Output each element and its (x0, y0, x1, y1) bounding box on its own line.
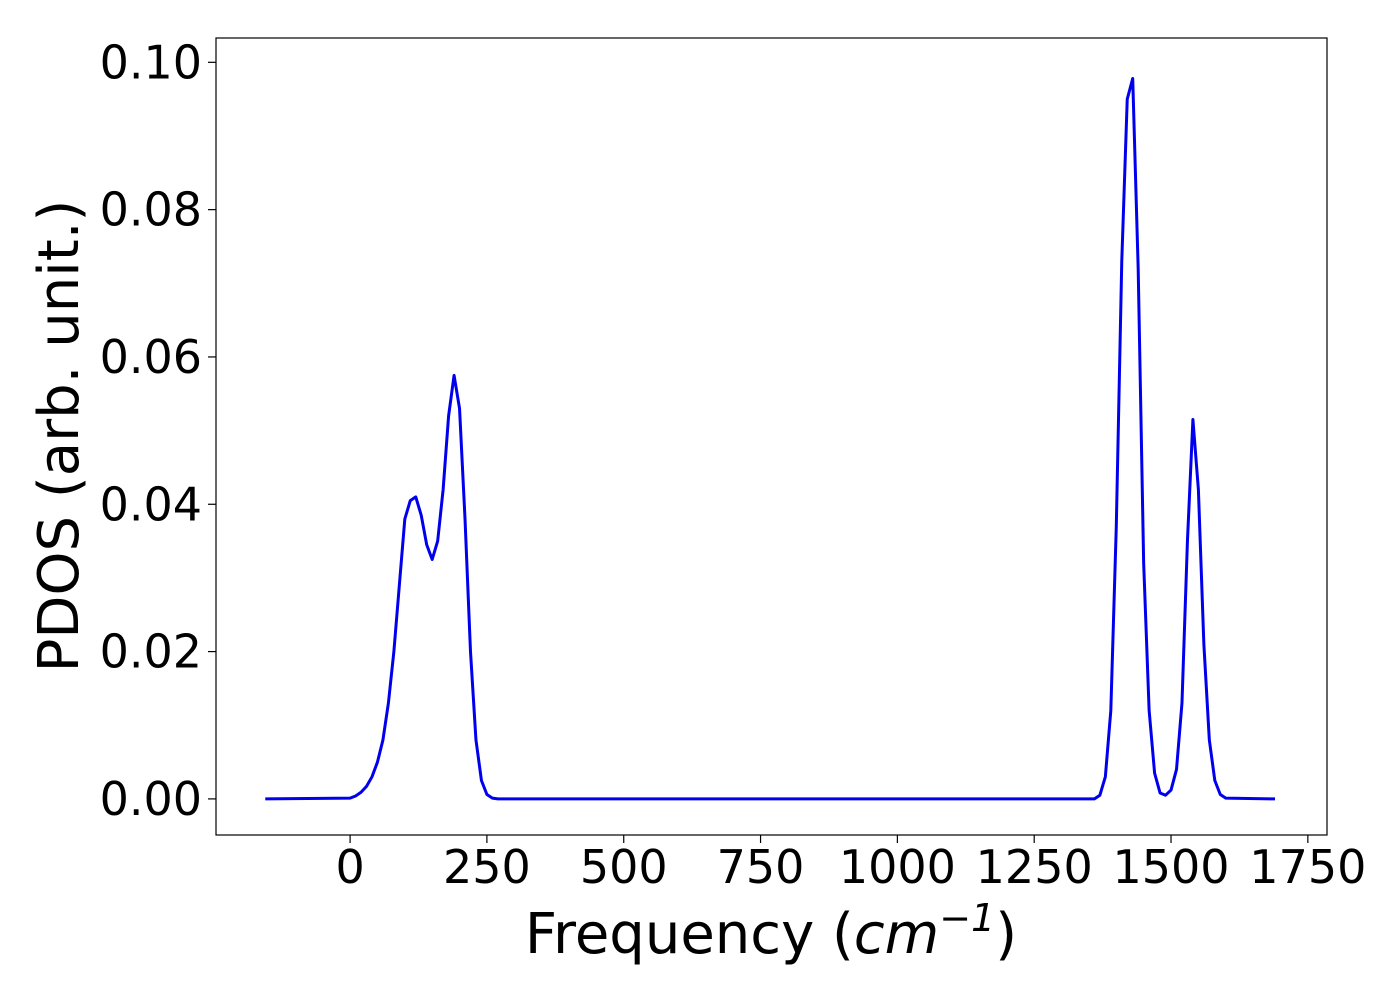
y-tick-label: 0.04 (100, 477, 202, 531)
x-tick-label: 1250 (976, 840, 1093, 894)
y-axis-ticks: 0.00 0.02 0.04 0.06 0.08 0.10 (100, 35, 216, 826)
x-tick-label: 500 (580, 840, 668, 894)
x-tick-label: 1750 (1249, 840, 1366, 894)
series-layer (265, 77, 1276, 801)
x-tick-label: 0 (335, 840, 364, 894)
plot-frame (215, 37, 1328, 836)
series-line-0 (265, 77, 1276, 801)
y-tick-label: 0.06 (100, 330, 202, 384)
x-tick-label: 250 (443, 840, 531, 894)
y-axis-label: PDOS (arb. unit.) (27, 200, 92, 673)
x-axis-ticks: 0 250 500 750 1000 1250 1500 1750 (335, 835, 1366, 894)
x-tick-label: 750 (717, 840, 805, 894)
x-axis-label-suffix: ) (995, 902, 1017, 967)
x-axis-label-exponent: −1 (939, 896, 995, 940)
x-axis-label: Frequency (cm−1) (525, 896, 1017, 967)
x-tick-label: 1000 (839, 840, 956, 894)
x-axis-label-unit: cm (854, 902, 939, 967)
x-tick-label: 1500 (1112, 840, 1229, 894)
y-tick-label: 0.10 (100, 35, 202, 89)
y-tick-label: 0.00 (100, 772, 202, 826)
x-axis-label-prefix: Frequency ( (525, 902, 854, 967)
y-tick-label: 0.02 (100, 625, 202, 679)
y-tick-label: 0.08 (100, 183, 202, 237)
